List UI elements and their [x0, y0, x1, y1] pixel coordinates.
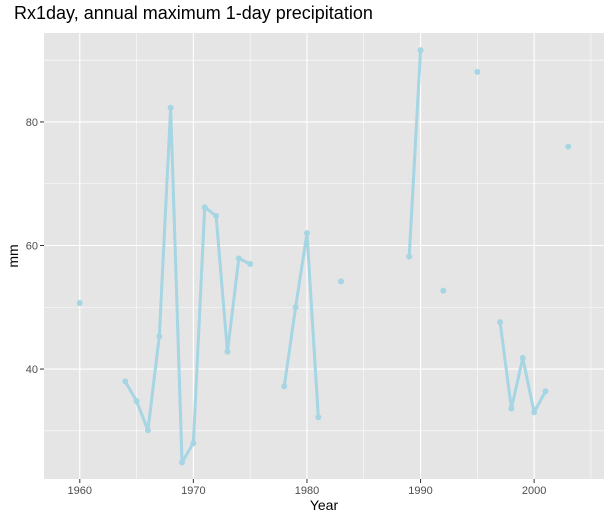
x-tick-label: 1960 — [68, 485, 92, 497]
series-lines — [123, 48, 548, 464]
data-point — [156, 333, 163, 340]
series-line-segment — [123, 106, 252, 464]
data-point — [247, 261, 254, 268]
data-point — [281, 383, 288, 390]
data-point — [292, 304, 299, 311]
data-point — [144, 427, 151, 434]
data-point — [531, 409, 538, 416]
data-point — [519, 354, 526, 361]
data-point — [167, 104, 174, 111]
data-point — [338, 278, 345, 285]
data-point — [213, 212, 220, 219]
chart-title: Rx1day, annual maximum 1-day precipitati… — [14, 3, 373, 23]
data-point — [303, 230, 310, 237]
y-axis-title: mm — [5, 244, 21, 267]
data-point — [122, 378, 129, 385]
data-point — [542, 388, 549, 395]
data-point — [508, 405, 515, 412]
minor-gridlines — [44, 33, 604, 479]
data-point — [190, 440, 197, 447]
data-point — [133, 398, 140, 405]
data-point — [565, 143, 572, 150]
data-point — [440, 287, 447, 294]
series-points — [76, 47, 572, 466]
x-tick-label: 1970 — [181, 485, 205, 497]
data-point — [406, 253, 413, 260]
series-line-segment — [407, 48, 423, 259]
y-axis-ticks: 40 60 80 — [26, 117, 44, 376]
x-axis-title: Year — [310, 497, 339, 513]
x-tick-label: 2000 — [522, 485, 546, 497]
x-axis-ticks: 1960 1970 1980 1990 2000 — [68, 479, 546, 497]
y-tick-label: 40 — [26, 364, 38, 376]
y-tick-label: 80 — [26, 117, 38, 129]
data-point — [315, 414, 322, 421]
y-tick-label: 60 — [26, 240, 38, 252]
data-point — [224, 348, 231, 355]
data-point — [235, 255, 242, 262]
data-point — [417, 47, 424, 54]
data-point — [76, 299, 83, 306]
data-point — [201, 204, 208, 211]
data-point — [179, 459, 186, 466]
x-tick-label: 1980 — [295, 485, 319, 497]
data-point — [497, 319, 504, 326]
plot-panel — [44, 33, 604, 479]
data-point — [474, 68, 481, 75]
series-line-segment — [282, 231, 320, 419]
x-tick-label: 1990 — [408, 485, 432, 497]
